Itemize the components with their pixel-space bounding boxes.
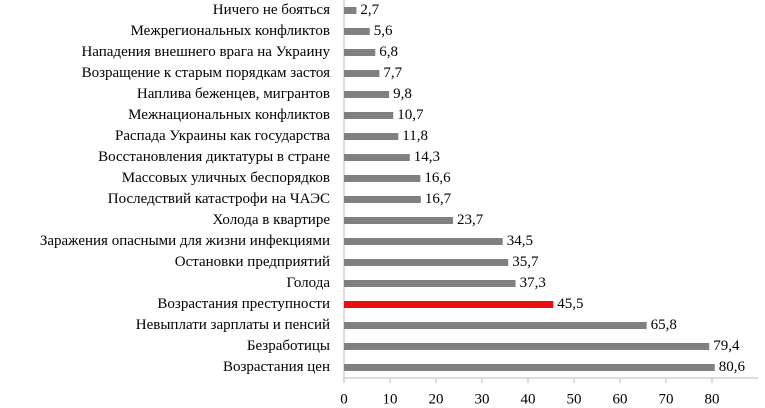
data-label: 80,6 <box>719 359 746 375</box>
y-tick-label: Межрегиональных конфликтов <box>131 23 330 39</box>
y-tick-label: Распада Украины как государства <box>115 128 330 144</box>
data-label: 6,8 <box>379 44 398 60</box>
y-tick-label: Массовых уличных беспорядков <box>122 170 330 186</box>
data-label: 9,8 <box>393 86 412 102</box>
y-tick-label: Голода <box>287 275 331 291</box>
bar <box>344 364 715 371</box>
y-tick-label: Восстановления диктатуры в стране <box>98 149 330 165</box>
data-label: 37,3 <box>520 275 546 291</box>
data-label: 65,8 <box>651 317 677 333</box>
data-label: 23,7 <box>457 212 484 228</box>
data-label: 14,3 <box>414 149 440 165</box>
x-tick-label: 30 <box>475 391 490 407</box>
data-label: 5,6 <box>374 23 393 39</box>
bar <box>344 7 357 14</box>
data-label: 35,7 <box>512 254 539 270</box>
bar <box>344 280 516 287</box>
bar <box>344 217 454 224</box>
x-tick-label: 20 <box>429 391 444 407</box>
y-tick-label: Холода в квартире <box>213 212 331 228</box>
bar <box>344 343 710 350</box>
bar <box>344 70 380 77</box>
y-tick-label: Возрастания преступности <box>157 296 330 312</box>
data-label: 16,6 <box>424 170 451 186</box>
bar <box>344 259 509 266</box>
data-label: 45,5 <box>557 296 583 312</box>
x-tick-label: 70 <box>659 391 674 407</box>
bar <box>344 196 421 203</box>
x-tick-label: 60 <box>613 391 628 407</box>
data-label: 34,5 <box>507 233 533 249</box>
x-tick-label: 50 <box>567 391 582 407</box>
bar <box>344 28 370 35</box>
data-label: 2,7 <box>360 2 379 18</box>
y-tick-label: Последствий катастрофи на ЧАЭС <box>108 191 330 207</box>
data-label: 10,7 <box>397 107 424 123</box>
x-tick-label: 0 <box>340 391 348 407</box>
data-label: 79,4 <box>713 338 740 354</box>
y-tick-label: Наплива беженцев, мигрантов <box>137 86 330 102</box>
y-tick-label: Нападения внешнего врага на Украину <box>81 44 330 60</box>
bar <box>344 301 554 308</box>
bar <box>344 238 503 245</box>
y-tick-label: Остановки предприятий <box>175 254 330 270</box>
x-tick-label: 80 <box>705 391 720 407</box>
bar <box>344 154 410 161</box>
y-tick-label: Возрастания цен <box>223 359 330 375</box>
bar <box>344 112 394 119</box>
bar <box>344 91 390 98</box>
y-tick-label: Невыплати зарплаты и пенсий <box>136 317 330 333</box>
y-tick-label: Безработицы <box>247 338 330 354</box>
bar <box>344 49 376 56</box>
data-label: 7,7 <box>383 65 402 81</box>
x-tick-label: 10 <box>383 391 398 407</box>
y-tick-label: Заражения опасными для жизни инфекциями <box>40 233 330 249</box>
data-label: 16,7 <box>425 191 452 207</box>
y-tick-label: Возращение к старым порядкам застоя <box>82 65 331 81</box>
y-tick-label: Ничего не бояться <box>213 2 330 18</box>
bar <box>344 133 399 140</box>
x-tick-label: 40 <box>521 391 536 407</box>
bar <box>344 175 421 182</box>
y-tick-label: Межнациональных конфликтов <box>128 107 330 123</box>
bar <box>344 322 647 329</box>
data-label: 11,8 <box>402 128 428 144</box>
